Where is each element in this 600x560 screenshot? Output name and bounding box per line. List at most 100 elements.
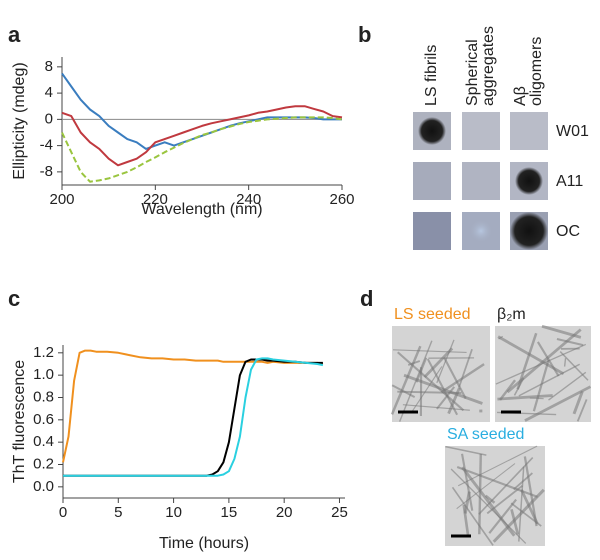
fibril — [518, 363, 581, 397]
fibril — [484, 494, 496, 504]
fibril — [516, 332, 538, 390]
fibril — [499, 379, 517, 401]
x-tick-label: 25 — [331, 504, 348, 521]
fibril — [440, 363, 485, 394]
micrograph-label: LS seeded — [394, 306, 471, 323]
fibril — [478, 453, 482, 535]
fibril — [532, 359, 550, 412]
y-axis-label: Ellipticity (mdeg) — [11, 62, 28, 179]
fibril — [488, 498, 517, 534]
fibril — [461, 453, 474, 511]
y-axis-label: ThT fluorescence — [11, 360, 28, 483]
fibril — [456, 465, 538, 498]
fibril — [458, 348, 473, 388]
fibril — [445, 445, 487, 456]
blot-cell — [462, 112, 500, 150]
micrograph-label: SA seeded — [447, 426, 524, 443]
fibril — [524, 385, 592, 422]
panel-label: b — [358, 22, 371, 47]
blot-dot — [469, 219, 493, 243]
column-header: oligomers — [528, 37, 545, 106]
fibril — [393, 349, 467, 354]
panel-label: a — [8, 22, 21, 47]
fibril — [495, 343, 587, 385]
fibril — [443, 357, 467, 399]
fibril — [563, 358, 567, 367]
y-tick-label: 0.0 — [33, 478, 54, 495]
x-tick-label: 15 — [221, 504, 238, 521]
blot-cell — [462, 162, 500, 200]
fibril — [436, 339, 455, 384]
column-header: aggregates — [480, 26, 497, 106]
y-tick-label: -4 — [40, 137, 53, 154]
panel-label: d — [360, 286, 373, 311]
blot-dot — [418, 117, 446, 145]
x-tick-label: 200 — [49, 191, 74, 208]
fibril — [402, 404, 470, 411]
fibril — [456, 463, 516, 510]
fibril — [497, 394, 553, 401]
blot-dot — [510, 212, 548, 250]
x-tick-label: 220 — [143, 191, 168, 208]
x-axis-label: Time (hours) — [159, 535, 249, 552]
y-tick-label: 0 — [45, 110, 53, 127]
y-tick-label: 0.2 — [33, 455, 54, 472]
column-header: Spherical — [464, 39, 481, 106]
fibril — [415, 357, 428, 383]
blot-dot — [515, 167, 543, 195]
fibril — [461, 466, 516, 537]
x-axis-label: Wavelength (nm) — [141, 201, 262, 218]
fibril — [559, 351, 589, 381]
x-tick-label: 10 — [165, 504, 182, 521]
fibril — [436, 386, 456, 410]
fibril — [462, 504, 470, 537]
y-tick-label: -8 — [40, 163, 53, 180]
data-line — [63, 358, 323, 477]
blot-cell — [413, 212, 451, 250]
blot-cell — [413, 162, 451, 200]
fibril — [397, 351, 465, 412]
y-tick-label: 1.0 — [33, 366, 54, 383]
x-tick-label: 260 — [329, 191, 354, 208]
data-line — [63, 357, 324, 477]
fibril — [390, 345, 422, 415]
fibril — [523, 456, 538, 527]
fibril — [478, 457, 534, 515]
y-tick-label: 1.2 — [33, 344, 54, 361]
micrograph-label: β₂m — [497, 306, 526, 323]
y-tick-label: 0.4 — [33, 433, 54, 450]
fibril — [407, 360, 421, 366]
fibril — [450, 468, 527, 544]
row-label: A11 — [556, 173, 583, 190]
fibril — [423, 347, 454, 379]
data-line — [61, 116, 343, 183]
fibril — [572, 390, 584, 415]
column-header: LS fibrils — [423, 45, 440, 106]
fibril — [398, 340, 433, 422]
x-tick-label: 5 — [114, 504, 122, 521]
x-tick-label: 240 — [236, 191, 261, 208]
column-header: Aβ — [512, 86, 529, 106]
fibril — [576, 399, 588, 422]
x-tick-label: 20 — [276, 504, 293, 521]
blot-cell — [510, 112, 548, 150]
fibril — [518, 466, 525, 542]
fibril — [451, 486, 494, 546]
fibril — [548, 371, 587, 401]
y-tick-label: 0.8 — [33, 388, 54, 405]
y-tick-label: 0.6 — [33, 411, 54, 428]
panel-label: c — [8, 286, 20, 311]
fibril — [391, 384, 416, 399]
data-line — [61, 72, 342, 150]
data-line — [61, 105, 343, 167]
x-tick-label: 0 — [59, 504, 67, 521]
data-line — [62, 349, 324, 463]
fibril — [513, 472, 533, 491]
row-label: W01 — [556, 123, 589, 140]
fibril — [556, 338, 584, 347]
micrograph — [495, 326, 591, 422]
fibril — [492, 488, 545, 543]
dot-blot — [413, 112, 548, 250]
fibril — [536, 341, 560, 377]
